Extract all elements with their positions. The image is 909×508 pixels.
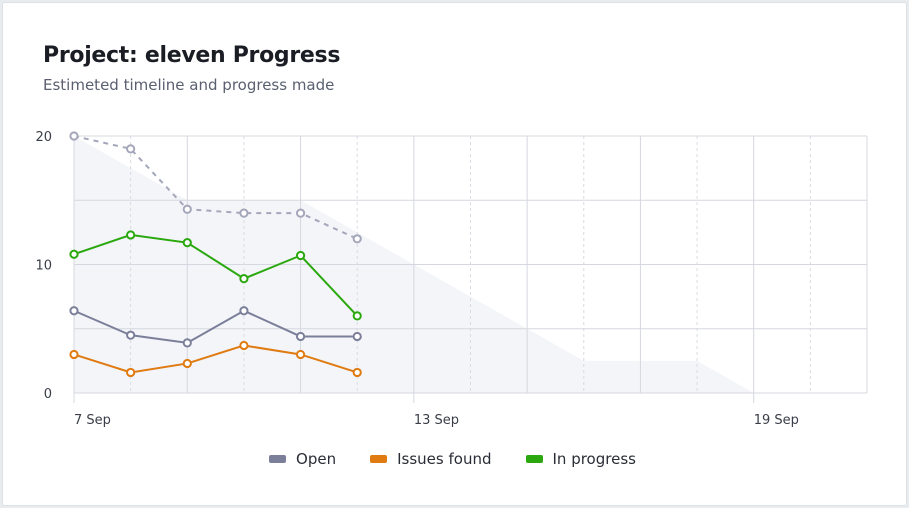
y-tick-label: 20 <box>35 130 52 145</box>
open-point <box>69 306 79 316</box>
open-point <box>352 331 362 342</box>
open-point <box>239 306 249 316</box>
in-progress-line <box>73 233 358 317</box>
open-point <box>126 330 136 340</box>
x-tick-label: 19 Sep <box>754 413 799 428</box>
x-tick-label: 13 Sep <box>414 413 459 428</box>
in-progress-point <box>182 238 192 248</box>
legend-item[interactable]: Open <box>269 450 336 468</box>
legend: Open Issues found In progress <box>0 450 905 468</box>
in-progress-point <box>352 311 362 321</box>
open-point <box>182 338 192 348</box>
legend-label: Open <box>296 450 337 468</box>
y-tick-label: 10 <box>35 259 52 274</box>
chart-title: Project: eleven Progress <box>43 43 341 68</box>
issues-found-point <box>126 367 136 378</box>
total-dashed-point <box>69 131 79 141</box>
legend-swatch <box>525 455 543 463</box>
issues-found-point <box>239 340 249 351</box>
legend-item[interactable]: Issues found <box>370 450 492 468</box>
total-dashed-line <box>73 135 358 240</box>
issues-found-point <box>352 367 362 378</box>
total-dashed-point <box>182 204 192 214</box>
in-progress-point <box>126 230 136 240</box>
x-tick-label: 7 Sep <box>74 413 111 428</box>
legend-item[interactable]: In progress <box>525 450 636 468</box>
in-progress-point <box>69 249 79 259</box>
total-dashed-point <box>239 208 249 218</box>
legend-label: In progress <box>552 450 636 468</box>
legend-label: Issues found <box>397 450 492 468</box>
issues-found-line <box>73 344 358 374</box>
chart-subtitle: Estimeted timeline and progress made <box>43 76 335 94</box>
legend-swatch <box>269 455 287 463</box>
open-line <box>73 309 358 344</box>
in-progress-point <box>239 274 249 284</box>
in-progress-point <box>295 250 306 261</box>
issues-found-point <box>69 349 79 360</box>
issues-found-point <box>182 358 192 369</box>
issues-found-point <box>295 349 306 360</box>
open-point <box>295 331 306 342</box>
total-dashed-point <box>126 144 136 154</box>
total-dashed-point <box>295 208 306 218</box>
total-dashed-point <box>352 234 362 244</box>
legend-swatch <box>370 455 388 463</box>
y-tick-label: 0 <box>44 387 52 402</box>
